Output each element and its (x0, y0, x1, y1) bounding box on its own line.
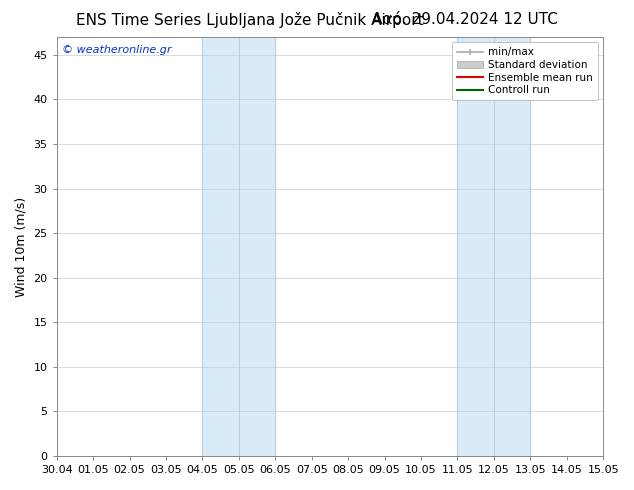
Text: ENS Time Series Ljubljana Jože Pučnik Airport: ENS Time Series Ljubljana Jože Pučnik Ai… (76, 12, 424, 28)
Text: Ααό. 29.04.2024 12 UTC: Ααό. 29.04.2024 12 UTC (372, 12, 558, 27)
Bar (202, 37, 275, 456)
Legend: min/max, Standard deviation, Ensemble mean run, Controll run: min/max, Standard deviation, Ensemble me… (451, 42, 598, 100)
Y-axis label: Wind 10m (m/s): Wind 10m (m/s) (15, 196, 28, 296)
Bar (458, 37, 530, 456)
Text: © weatheronline.gr: © weatheronline.gr (62, 46, 172, 55)
